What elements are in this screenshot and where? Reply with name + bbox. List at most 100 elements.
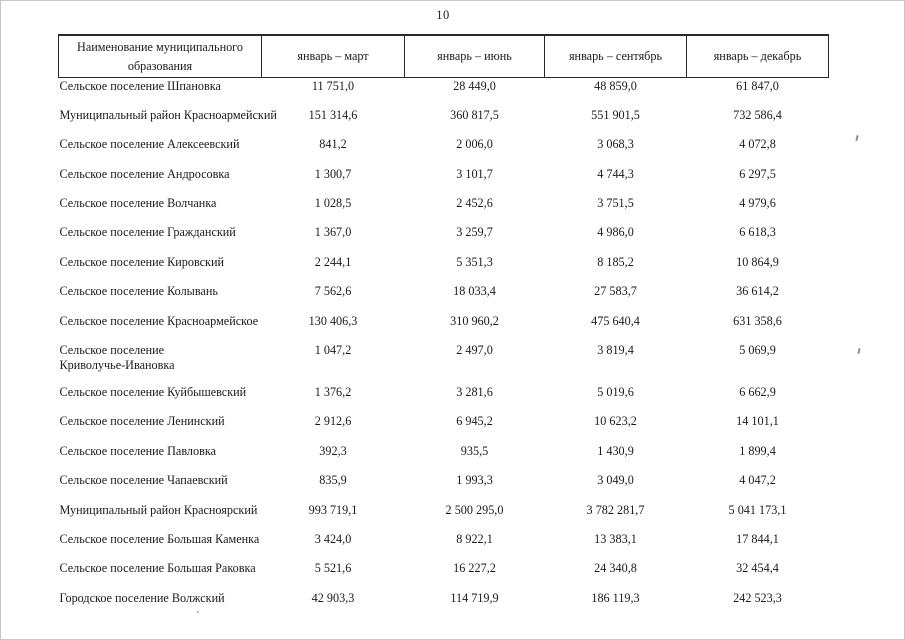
value-january-june: 1 993,3 (456, 473, 493, 488)
column-header-january-march: январь – март (261, 34, 405, 78)
table-row: Муниципальный район Красноармейский 151 … (59, 107, 829, 136)
value-january-december: 4 979,6 (739, 196, 776, 211)
column-header-municipality-name: Наименование муниципального образования (58, 34, 262, 78)
value-january-december: 4 072,8 (739, 137, 776, 152)
municipality-name: Сельское поселение Алексеевский (59, 137, 240, 152)
value-january-march: 835,9 (319, 473, 347, 488)
municipality-name: Сельское поселение Большая Каменка (59, 531, 260, 546)
value-january-march: 993 719,1 (308, 502, 358, 517)
value-january-march: 1 300,7 (314, 166, 352, 181)
value-january-june: 310 960,2 (450, 313, 499, 328)
municipality-name: Сельское поселение Куйбышевский (59, 385, 247, 400)
value-january-june: 28 449,0 (453, 79, 496, 93)
value-january-june: 6 945,2 (456, 414, 493, 429)
table-row: Сельское поселение Красноармейское 130 4… (59, 313, 829, 342)
value-january-september: 1 430,9 (597, 443, 634, 458)
value-january-june: 16 227,2 (453, 561, 496, 576)
value-january-march: 5 521,6 (314, 561, 352, 576)
table-row: Сельское поселение Колывань 7 562,6 18 0… (59, 283, 829, 312)
value-january-june: 18 033,4 (453, 284, 496, 299)
value-january-december: 732 586,4 (733, 107, 782, 122)
value-january-december: 5 041 173,1 (728, 502, 787, 517)
value-january-december: 5 069,9 (739, 343, 776, 358)
value-january-september: 551 901,5 (591, 107, 640, 122)
value-january-june: 2 452,6 (456, 196, 493, 211)
table-row: Сельское поселение Шпановка 11 751,0 28 … (59, 78, 829, 107)
value-january-march: 151 314,6 (308, 107, 358, 122)
value-january-december: 242 523,3 (733, 590, 782, 605)
value-january-march: 3 424,0 (314, 531, 352, 546)
value-january-september: 3 049,0 (597, 473, 634, 488)
value-january-december: 4 047,2 (739, 473, 776, 488)
page-number: 10 (436, 8, 450, 22)
value-january-september: 24 340,8 (594, 561, 637, 576)
value-january-september: 3 819,4 (597, 343, 634, 358)
municipality-name: Сельское поселение Большая Раковка (59, 561, 256, 576)
value-january-december: 17 844,1 (736, 531, 779, 546)
value-january-september: 475 640,4 (591, 313, 640, 328)
value-january-june: 2 497,0 (456, 343, 493, 358)
value-january-june: 935,5 (460, 443, 489, 458)
column-header-january-june: январь – июнь (404, 34, 545, 78)
value-january-june: 3 259,7 (456, 225, 493, 240)
scan-artifact (197, 611, 199, 613)
table-row: Сельское поселение Чапаевский 835,9 1 99… (59, 472, 829, 501)
value-january-september: 4 986,0 (597, 225, 634, 240)
value-january-june: 8 922,1 (456, 531, 493, 546)
table-row: Сельское поселение Алексеевский 841,2 2 … (59, 136, 829, 165)
municipality-name: Сельское поселение Чапаевский (59, 473, 228, 488)
value-january-september: 27 583,7 (594, 284, 637, 299)
value-january-march: 841,2 (319, 137, 347, 152)
value-january-june: 2 006,0 (456, 137, 493, 152)
table-row: Городское поселение Волжский 42 903,3 11… (59, 590, 829, 619)
header-row: Наименование муниципального образования … (58, 34, 829, 78)
value-january-march: 2 912,6 (314, 414, 352, 429)
table-header: Наименование муниципального образования … (58, 34, 829, 78)
municipality-name: Сельское поселение Колывань (59, 284, 218, 299)
table-row: Сельское поселение Павловка 392,3 935,5 … (59, 443, 829, 472)
scan-artifact (857, 347, 861, 355)
value-january-september: 8 185,2 (597, 254, 634, 269)
municipality-name: Муниципальный район Красноармейский (59, 107, 277, 122)
value-january-march: 392,3 (319, 443, 347, 458)
municipality-name: Сельское поселение Павловка (59, 443, 217, 458)
value-january-march: 11 751,0 (311, 79, 355, 93)
value-january-march: 1 047,2 (314, 343, 352, 358)
value-january-december: 6 618,3 (739, 225, 776, 240)
value-january-march: 1 028,5 (314, 196, 352, 211)
value-january-september: 4 744,3 (597, 166, 634, 181)
value-january-june: 360 817,5 (450, 107, 499, 122)
value-january-march: 1 367,0 (314, 225, 352, 240)
value-january-september: 3 068,3 (597, 137, 634, 152)
municipality-name: Сельское поселение Красноармейское (59, 313, 259, 328)
value-january-september: 13 383,1 (594, 531, 637, 546)
value-january-december: 6 662,9 (739, 385, 776, 400)
table-row: Сельское поселение Большая Каменка 3 424… (59, 531, 829, 560)
municipality-name: Муниципальный район Красноярский (59, 502, 258, 517)
municipality-name: Сельское поселение Шпановка (59, 79, 221, 93)
table-row: Сельское поселение Куйбышевский 1 376,2 … (59, 384, 829, 413)
value-january-december: 14 101,1 (736, 414, 779, 429)
table-row: Муниципальный район Красноярский 993 719… (59, 502, 829, 531)
table-row: Сельское поселение Криволучье-Ивановка 1… (59, 342, 829, 384)
table-body: Сельское поселение Шпановка 11 751,0 28 … (59, 78, 829, 620)
value-january-september: 3 782 281,7 (586, 502, 645, 517)
value-january-december: 32 454,4 (736, 561, 779, 576)
table-row: Сельское поселение Большая Раковка 5 521… (59, 560, 829, 589)
value-january-march: 130 406,3 (308, 313, 358, 328)
value-january-june: 5 351,3 (456, 254, 493, 269)
value-january-march: 42 903,3 (311, 590, 355, 605)
value-january-december: 10 864,9 (736, 254, 779, 269)
value-january-september: 5 019,6 (597, 385, 634, 400)
value-january-june: 3 281,6 (456, 385, 493, 400)
municipality-name: Сельское поселение Волчанка (59, 196, 217, 211)
municipality-name: Городское поселение Волжский (59, 590, 225, 605)
value-january-september: 186 119,3 (591, 590, 640, 605)
table-row: Сельское поселение Кировский 2 244,1 5 3… (59, 254, 829, 283)
scan-artifact (855, 134, 859, 142)
value-january-june: 2 500 295,0 (445, 502, 504, 517)
column-header-january-december: январь – декабрь (686, 34, 829, 78)
table-row: Сельское поселение Волчанка 1 028,5 2 45… (59, 195, 829, 224)
value-january-december: 1 899,4 (739, 443, 776, 458)
